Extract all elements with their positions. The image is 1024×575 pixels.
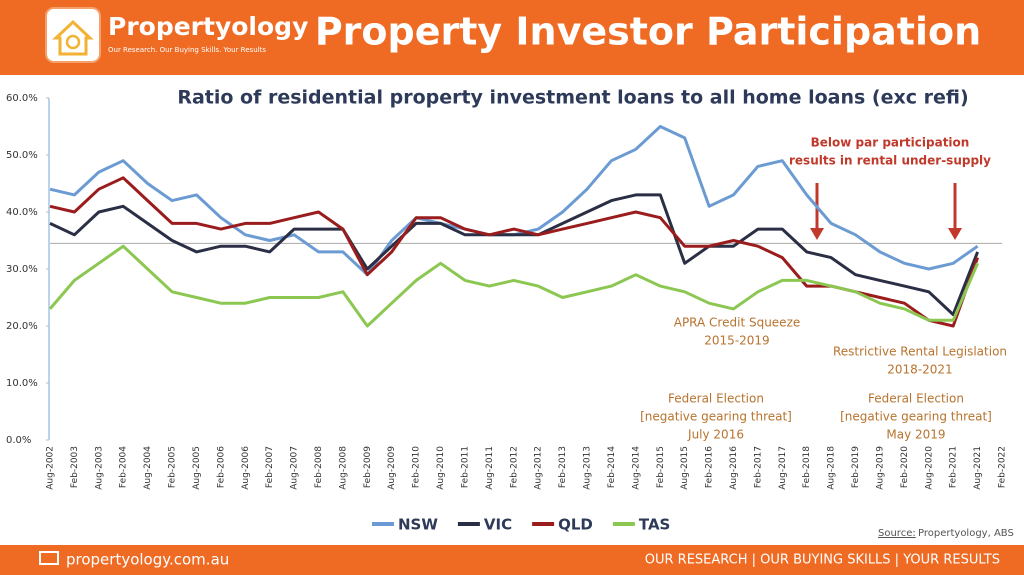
x-tick-label: Feb-2015: [656, 446, 666, 488]
x-tick-label: Feb-2004: [119, 446, 129, 488]
x-tick-label: Feb-2020: [900, 446, 910, 488]
x-tick-label: Feb-2018: [802, 446, 812, 488]
x-tick-label: Feb-2019: [851, 446, 861, 488]
x-tick-label: Aug-2003: [94, 446, 104, 490]
annotation: APRA Credit Squeeze: [674, 316, 801, 330]
source-label: Source:: [878, 528, 916, 539]
x-tick-label: Feb-2007: [265, 446, 275, 488]
x-tick-label: Aug-2017: [778, 446, 788, 490]
y-tick-label: 30.0%: [6, 264, 38, 275]
annotation: Federal Election: [668, 392, 764, 406]
x-tick-label: Aug-2016: [729, 446, 739, 490]
x-tick-label: Aug-2006: [241, 446, 251, 490]
source: Propertyology, ABS: [918, 528, 1014, 539]
x-tick-label: Feb-2021: [949, 446, 959, 488]
annotation: Restrictive Rental Legislation: [833, 345, 1007, 359]
x-tick-label: Aug-2004: [143, 446, 153, 490]
y-tick-label: 40.0%: [6, 207, 38, 218]
x-tick-label: Feb-2010: [412, 446, 422, 488]
x-tick-label: Aug-2020: [924, 446, 934, 490]
legend-label: QLD: [558, 516, 593, 534]
x-tick-label: Aug-2005: [192, 446, 202, 490]
x-tick-label: Feb-2017: [753, 446, 763, 488]
y-tick-label: 0.0%: [6, 435, 31, 446]
footer-band: [0, 545, 1024, 575]
x-tick-label: Feb-2005: [168, 446, 178, 488]
annotation: 2015-2019: [704, 334, 769, 348]
x-tick-label: Aug-2011: [485, 446, 495, 490]
arrow-head: [948, 228, 962, 240]
website: propertyology.com.au: [66, 551, 229, 569]
x-tick-label: Feb-2008: [314, 446, 324, 488]
x-tick-label: Aug-2015: [680, 446, 690, 490]
x-tick-label: Aug-2010: [436, 446, 446, 490]
x-tick-label: Aug-2019: [875, 446, 885, 490]
series-line: [48, 244, 979, 328]
series-line: [49, 193, 979, 317]
y-tick-label: 50.0%: [6, 150, 38, 161]
y-tick-label: 20.0%: [6, 321, 38, 332]
annotation: [negative gearing threat]: [640, 410, 792, 424]
x-tick-label: Feb-2014: [607, 446, 617, 488]
series-line: [49, 176, 980, 328]
x-tick-label: Aug-2012: [534, 446, 544, 490]
annotation: Below par participation: [811, 136, 970, 150]
logo-house: [52, 19, 94, 56]
x-tick-label: Aug-2018: [827, 446, 837, 490]
page-title: Property Investor Participation: [315, 10, 981, 54]
x-tick-label: Aug-2007: [290, 446, 300, 490]
x-tick-label: Feb-2006: [216, 446, 226, 488]
x-tick-label: Feb-2012: [509, 446, 519, 488]
x-tick-label: Feb-2022: [998, 446, 1008, 488]
legend-label: TAS: [639, 516, 670, 534]
y-tick-label: 60.0%: [6, 93, 38, 104]
x-tick-label: Feb-2011: [460, 446, 470, 488]
x-tick-label: Feb-2013: [558, 446, 568, 488]
logo-magnifier: [65, 34, 81, 50]
annotation: 2018-2021: [887, 363, 952, 377]
x-tick-label: Aug-2013: [583, 446, 593, 490]
annotation: May 2019: [886, 428, 945, 442]
x-tick-label: Aug-2008: [338, 446, 348, 490]
annotation: Federal Election: [868, 392, 964, 406]
legend-label: VIC: [484, 516, 512, 534]
x-tick-label: Feb-2016: [705, 446, 715, 488]
x-tick-label: Aug-2009: [387, 446, 397, 490]
annotation: [negative gearing threat]: [840, 410, 992, 424]
chart-title: Ratio of residential property investment…: [177, 87, 968, 109]
annotation: July 2016: [687, 428, 744, 442]
slogan: OUR RESEARCH | OUR BUYING SKILLS | YOUR …: [645, 553, 1000, 568]
y-tick-label: 10.0%: [6, 378, 38, 389]
x-tick-label: Feb-2009: [363, 446, 373, 488]
monitor-icon: [39, 551, 59, 565]
x-tick-label: Feb-2003: [70, 446, 80, 488]
header-band: [0, 0, 1024, 75]
x-tick-label: Aug-2002: [46, 446, 56, 490]
legend-label: NSW: [398, 516, 438, 534]
x-tick-label: Aug-2021: [973, 446, 983, 490]
arrow-head: [810, 228, 824, 240]
x-tick-label: Aug-2014: [631, 446, 641, 490]
annotation: results in rental under-supply: [789, 154, 991, 168]
brand-tagline: Our Research. Our Buying Skills. Your Re…: [108, 46, 266, 54]
brand-name: Propertyology: [108, 12, 308, 41]
